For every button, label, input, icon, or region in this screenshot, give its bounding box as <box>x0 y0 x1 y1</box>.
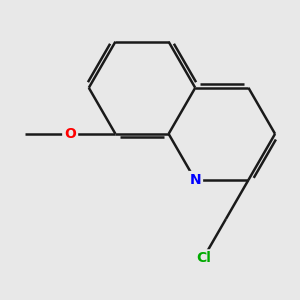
Text: N: N <box>189 173 201 187</box>
Text: Cl: Cl <box>196 251 211 265</box>
Text: O: O <box>64 127 76 141</box>
